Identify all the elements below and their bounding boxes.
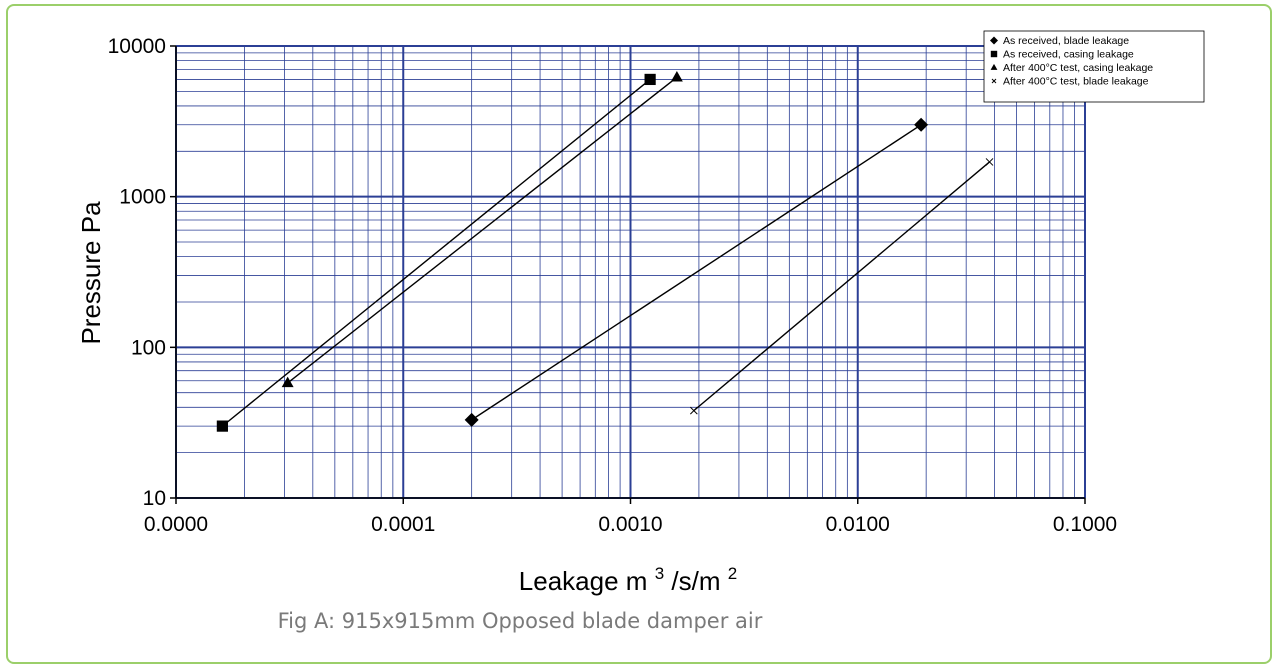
x-tick-label: 0.0000 [144, 513, 208, 536]
x-tick-label: 0.0100 [826, 513, 890, 536]
legend-entry-label: After 400°C test, casing leakage [1003, 62, 1153, 74]
y-tick-label: 1000 [119, 186, 166, 209]
legend-box [983, 30, 1205, 103]
marker-diamond [914, 117, 929, 132]
y-tick-labels: 10 100 1000 10000 [108, 35, 166, 510]
marker-square [216, 420, 228, 432]
y-axis-label: Pressure Pa [76, 201, 106, 345]
series-square [216, 73, 656, 432]
x-axis-label-sup2: 2 [728, 564, 737, 583]
x-axis-label-mid: /s/m [671, 566, 720, 596]
marker-square [990, 50, 998, 58]
marker-diamond [990, 36, 998, 45]
figure-caption: Fig A: 915x915mm Opposed blade damper ai… [277, 609, 763, 633]
y-tick-label: 10 [143, 487, 166, 510]
legend: As received, blade leakage As received, c… [983, 30, 1205, 103]
series-diamond [464, 117, 929, 427]
x-tick-label: 0.0001 [371, 513, 435, 536]
marker-triangle [990, 63, 998, 70]
series-line [471, 124, 922, 421]
marker-x [689, 406, 698, 415]
x-tick-label: 0.1000 [1053, 513, 1117, 536]
y-tick-label: 100 [131, 336, 166, 359]
marker-diamond [464, 412, 479, 427]
marker-x-stroke [689, 406, 698, 415]
series-line [221, 78, 651, 427]
x-tick-labels: 0.0000 0.0001 0.0010 0.0100 0.1000 [144, 513, 1117, 536]
series-triangle [281, 70, 683, 388]
legend-entry-label: After 400°C test, blade leakage [1003, 76, 1149, 88]
series-x [689, 158, 994, 415]
series-group [216, 70, 994, 432]
x-tick-label: 0.0010 [598, 513, 662, 536]
x-axis-label-sup1: 3 [655, 564, 664, 583]
marker-square [644, 73, 656, 86]
x-axis-label: Leakage m 3 /s/m 2 [519, 555, 737, 596]
series-line [693, 161, 990, 412]
marker-x-stroke [991, 78, 997, 84]
legend-entry-label: As received, blade leakage [1003, 35, 1129, 47]
marker-x-stroke [985, 158, 994, 166]
legend-entry-label: As received, casing leakage [1003, 49, 1134, 61]
marker-triangle [281, 376, 294, 388]
grid-major [170, 45, 1086, 504]
series-line [287, 76, 678, 384]
marker-x [991, 78, 997, 84]
y-tick-label: 10000 [108, 35, 166, 58]
marker-triangle [670, 70, 683, 82]
marker-x [985, 158, 994, 166]
x-axis-label-main: Leakage m [519, 566, 648, 596]
